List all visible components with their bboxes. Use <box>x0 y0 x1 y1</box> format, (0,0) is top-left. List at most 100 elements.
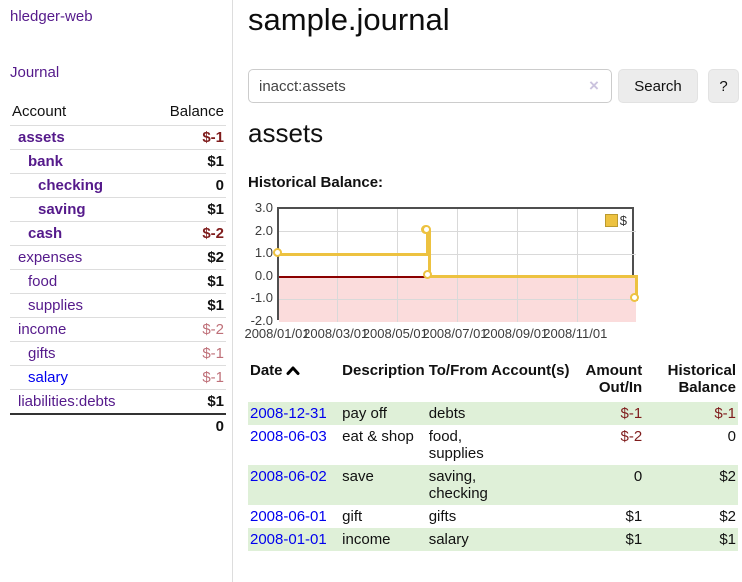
account-row: expenses $2 <box>10 245 226 270</box>
nav-journal-link[interactable]: Journal <box>10 64 60 81</box>
account-balance: $-1 <box>150 341 226 366</box>
accounts-col-account: Account <box>12 103 67 120</box>
account-link[interactable]: gifts <box>28 345 56 362</box>
account-row: assets $-1 <box>10 125 226 150</box>
transaction-row: 2008-06-01 gift gifts $1 $2 <box>248 505 738 528</box>
account-row: cash $-2 <box>10 221 226 246</box>
register-col-date[interactable]: Date <box>248 360 340 402</box>
account-balance: $1 <box>150 389 226 414</box>
transaction-description: pay off <box>342 405 387 422</box>
transaction-accounts: salary <box>428 531 469 548</box>
account-balance: $-2 <box>150 317 226 342</box>
account-balance: $1 <box>150 197 226 222</box>
account-link[interactable]: liabilities:debts <box>18 392 116 410</box>
register-col-description: Description <box>342 362 425 379</box>
chart-plot-area: $ <box>272 207 639 322</box>
register-col-tofrom: To/From Account(s) <box>428 362 570 379</box>
historical-balance-chart: $ 3.0 2.0 1.0 0.0 -1.0 -2.0 2008/01/01 2008/03… <box>244 200 738 357</box>
sidebar: hledger-web Journal Account Balance asse… <box>0 0 233 582</box>
transaction-amount: $-1 <box>620 405 643 422</box>
x-axis-tick-label: 2008/03/01 <box>303 326 369 341</box>
account-balance: $1 <box>150 149 226 174</box>
x-axis-tick-label: 2008/01/01 <box>244 326 310 341</box>
account-row: salary $-1 <box>10 365 226 390</box>
account-row: gifts $-1 <box>10 341 226 366</box>
account-row: saving $1 <box>10 197 226 222</box>
account-link[interactable]: income <box>18 321 67 338</box>
page-title: sample.journal <box>248 2 450 37</box>
data-point-marker <box>629 292 639 302</box>
account-link[interactable]: assets <box>18 129 65 146</box>
transaction-date-link[interactable]: 2008-06-02 <box>250 468 327 485</box>
account-link[interactable]: salary <box>28 369 69 386</box>
account-link[interactable]: saving <box>38 201 86 218</box>
account-row: income $-2 <box>10 317 226 342</box>
help-button[interactable]: ? <box>708 69 739 103</box>
account-link[interactable]: expenses <box>18 249 83 266</box>
transaction-row: 2008-06-02 save saving, checking 0 $2 <box>248 465 738 505</box>
x-axis-tick-label: 2008/09/01 <box>483 326 549 341</box>
sort-ascending-icon <box>283 362 300 379</box>
x-axis-tick-label: 2008/11/01 <box>543 326 608 341</box>
legend-label: $ <box>619 213 627 228</box>
app-title-link[interactable]: hledger-web <box>10 8 93 25</box>
transaction-balance: $1 <box>719 531 736 548</box>
transaction-amount: $-2 <box>620 428 643 445</box>
y-axis-tick-label: 0.0 <box>254 267 273 283</box>
y-axis-tick-label: 3.0 <box>254 200 273 215</box>
register-table: Date Description To/From Account(s) Amou… <box>248 360 738 551</box>
account-balance: $-2 <box>150 221 226 246</box>
account-balance: 0 <box>150 173 226 198</box>
account-balance: $1 <box>150 293 226 318</box>
search-button[interactable]: Search <box>618 69 698 103</box>
main-content: sample.journal × Search ? assets Histori… <box>244 0 739 582</box>
data-point-marker <box>272 247 282 257</box>
y-axis-tick-label: 2.0 <box>254 222 273 238</box>
transaction-accounts: saving, checking <box>428 468 488 502</box>
legend-swatch <box>604 214 618 227</box>
transaction-balance: $-1 <box>714 405 736 422</box>
transaction-row: 2008-12-31 pay off debts $-1 $-1 <box>248 402 738 425</box>
data-point-marker <box>422 225 432 235</box>
account-row: liabilities:debts $1 <box>10 389 226 414</box>
transaction-amount: 0 <box>633 468 643 485</box>
transaction-date-link[interactable]: 2008-06-03 <box>250 428 327 445</box>
accounts-total-row: 0 <box>10 412 226 438</box>
accounts-table: Account Balance assets $-1 bank $1 checking 0… <box>10 100 226 438</box>
transaction-description: eat & shop <box>342 428 414 445</box>
account-link[interactable]: supplies <box>28 297 84 314</box>
transaction-row: 2008-01-01 income salary $1 $1 <box>248 528 738 551</box>
account-link[interactable]: food <box>28 273 58 290</box>
account-balance: $1 <box>150 269 226 294</box>
y-axis-tick-label: 1.0 <box>254 245 273 261</box>
transaction-description: save <box>342 468 374 485</box>
transaction-amount: $1 <box>625 531 643 548</box>
y-axis-tick-label: -2.0 <box>250 313 273 328</box>
account-row: bank $1 <box>10 149 226 174</box>
search-input[interactable] <box>248 69 612 103</box>
account-balance: $2 <box>150 245 226 270</box>
transaction-row: 2008-06-03 eat & shop food, supplies $-2 0 <box>248 425 738 465</box>
transaction-date-link[interactable]: 2008-06-01 <box>250 508 327 525</box>
account-balance: $-1 <box>150 365 226 390</box>
register-col-balance: Historical Balance <box>667 362 736 396</box>
account-link[interactable]: checking <box>38 177 104 194</box>
transaction-date-link[interactable]: 2008-01-01 <box>250 531 327 548</box>
accounts-total: 0 <box>150 412 226 438</box>
account-balance: $-1 <box>150 125 226 150</box>
transaction-accounts: food, supplies <box>428 428 484 462</box>
chart-legend: $ <box>604 213 627 228</box>
account-heading: assets <box>248 118 324 148</box>
transaction-description: income <box>342 531 391 548</box>
y-axis-tick-label: -1.0 <box>250 290 273 306</box>
register-col-amount: Amount Out/In <box>585 362 643 396</box>
account-link[interactable]: cash <box>28 225 63 242</box>
x-axis-tick-label: 2008/07/01 <box>422 326 488 341</box>
clear-search-icon[interactable]: × <box>589 76 599 95</box>
data-point-marker <box>423 270 433 280</box>
transaction-amount: $1 <box>625 508 643 525</box>
transaction-description: gift <box>342 508 363 525</box>
account-row: food $1 <box>10 269 226 294</box>
transaction-date-link[interactable]: 2008-12-31 <box>250 405 327 422</box>
account-link[interactable]: bank <box>28 153 64 170</box>
